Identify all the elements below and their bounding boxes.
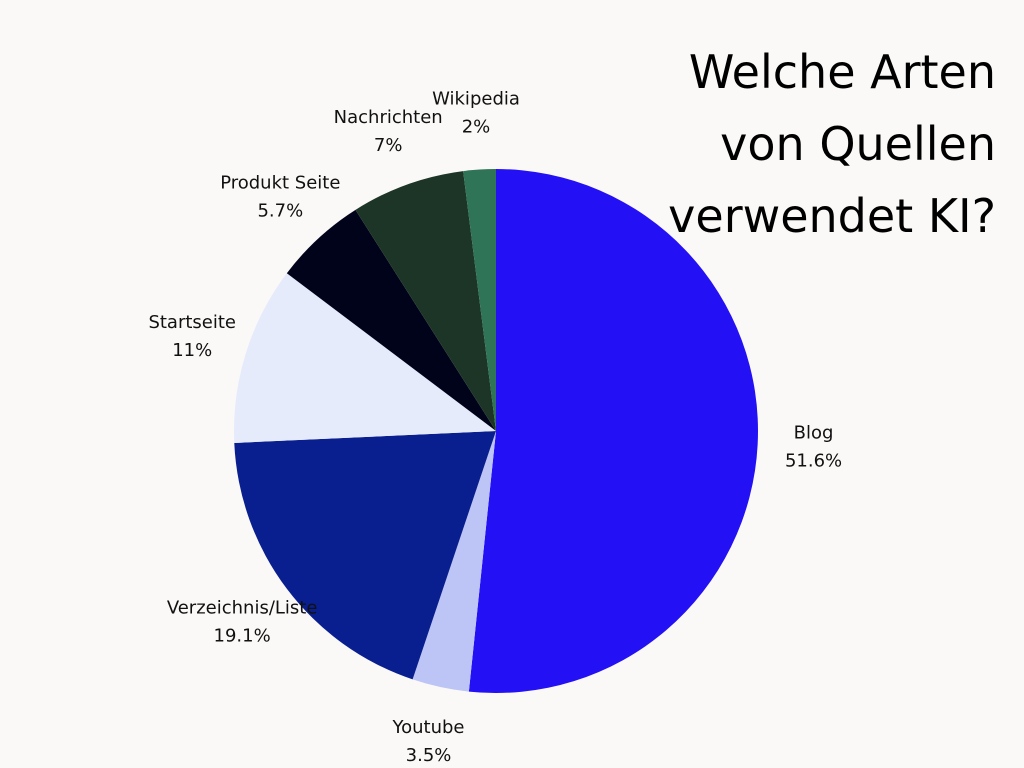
pie-slice (234, 273, 496, 443)
pie-slice (463, 169, 496, 431)
slice-value-label: 51.6% (785, 450, 842, 471)
pie-slice (355, 171, 496, 432)
pie-slice (468, 169, 759, 693)
slice-label: Startseite (148, 312, 236, 333)
slice-label: Wikipedia (432, 89, 520, 110)
slice-value-label: 2% (462, 117, 491, 138)
slice-value-label: 5.7% (257, 200, 303, 221)
pie-slice (286, 209, 496, 431)
slice-label: Nachrichten (334, 107, 443, 128)
chart-title: Welche Arten von Quellen verwendet KI? (668, 45, 996, 243)
pie-slice (412, 431, 496, 692)
slice-value-label: 7% (374, 135, 403, 156)
slice-label: Youtube (392, 717, 465, 738)
slice-value-label: 3.5% (406, 745, 452, 766)
slice-label: Blog (794, 422, 834, 443)
slice-value-label: 11% (172, 340, 212, 361)
pie-slice (234, 431, 496, 680)
slice-label: Verzeichnis/Liste (167, 597, 318, 618)
slice-value-label: 19.1% (214, 625, 271, 646)
slice-label: Produkt Seite (220, 172, 340, 193)
